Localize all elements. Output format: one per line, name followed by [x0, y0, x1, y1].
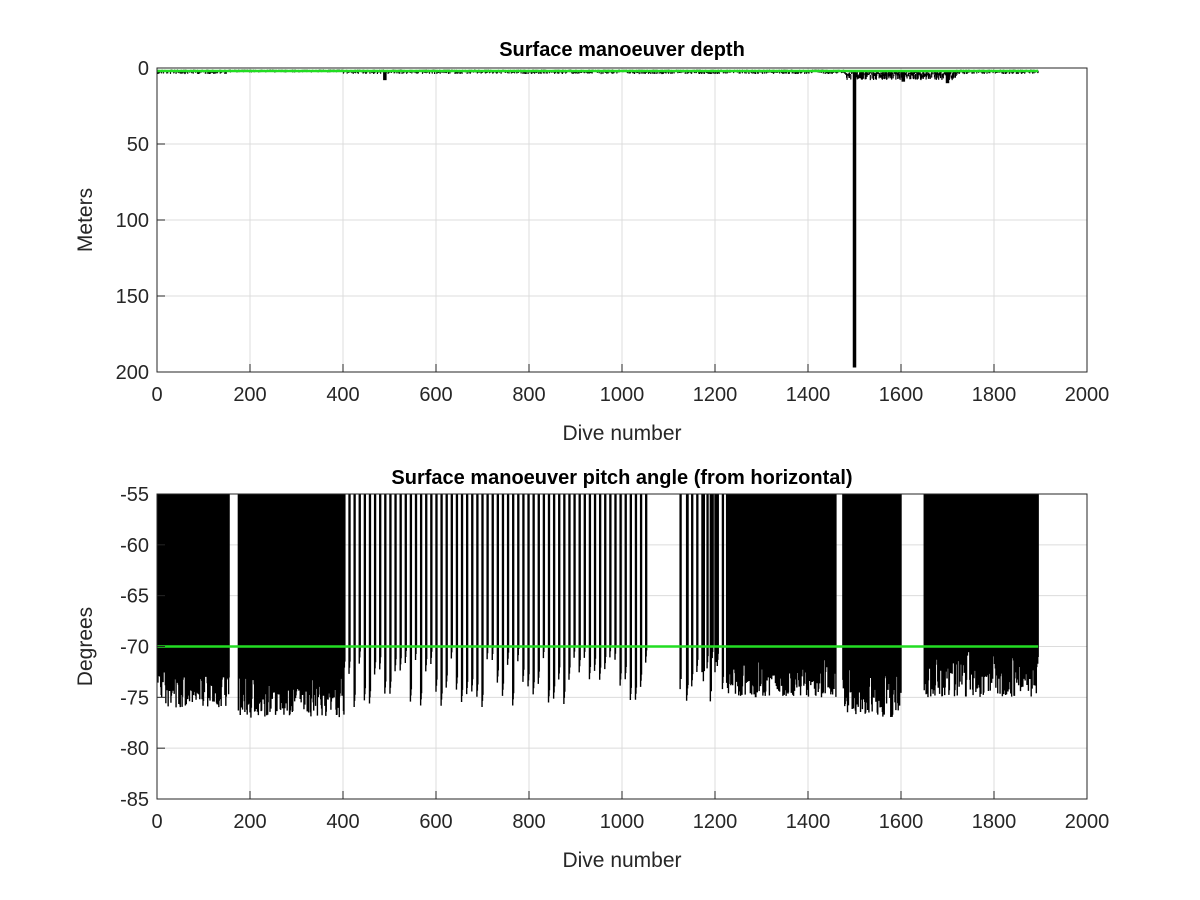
x-tick-label: 1000 [600, 384, 645, 406]
x-tick-label: 200 [233, 384, 266, 406]
pitch-chart-y-axis-label: Degrees [74, 607, 97, 686]
pitch-chart-ticks: 0 200 400 600 800 1000 1200 1400 1600 1800 2000 -55… [120, 484, 1109, 833]
x-tick-label: 800 [512, 811, 545, 833]
depth-chart: 0 200 400 600 800 1000 1200 1400 1600 1800 2000050… [74, 39, 1109, 445]
x-tick-label: 200 [233, 811, 266, 833]
depth-chart-x-axis-label: Dive number [562, 422, 681, 445]
pitch-series-lines [157, 494, 1039, 718]
y-tick-label: -80 [120, 738, 149, 760]
x-tick-label: 0 [151, 811, 162, 833]
x-tick-label: 1200 [693, 811, 738, 833]
x-tick-label: 400 [326, 811, 359, 833]
depth-chart-title: Surface manoeuver depth [499, 39, 745, 61]
y-tick-label: -70 [120, 637, 149, 659]
pitch-chart-x-axis-label: Dive number [562, 849, 681, 872]
x-tick-label: 1000 [600, 811, 645, 833]
x-tick-label: 1800 [972, 811, 1017, 833]
depth-chart-y-axis-label: Meters [74, 188, 97, 252]
x-tick-label: 600 [419, 384, 452, 406]
y-tick-label: 150 [116, 286, 149, 308]
x-tick-label: 2000 [1065, 384, 1110, 406]
y-tick-label: -60 [120, 535, 149, 557]
x-tick-label: 1800 [972, 384, 1017, 406]
y-tick-label: -65 [120, 586, 149, 608]
depth-chart-ticks: 0 200 400 600 800 1000 1200 1400 1600 1800 2000050… [116, 58, 1110, 406]
y-tick-label: -75 [120, 687, 149, 709]
x-tick-label: 1400 [786, 811, 831, 833]
x-tick-label: 1400 [786, 384, 831, 406]
y-tick-label: 200 [116, 362, 149, 384]
x-tick-label: 1600 [879, 384, 924, 406]
x-tick-label: 1600 [879, 811, 924, 833]
x-tick-label: 1200 [693, 384, 738, 406]
pitch-chart: 0 200 400 600 800 1000 1200 1400 1600 1800 2000 -55… [74, 467, 1109, 872]
pitch-chart-title: Surface manoeuver pitch angle (from hori… [391, 467, 852, 489]
y-tick-label: 100 [116, 210, 149, 232]
x-tick-label: 2000 [1065, 811, 1110, 833]
x-tick-label: 0 [151, 384, 162, 406]
x-tick-label: 800 [512, 384, 545, 406]
x-tick-label: 400 [326, 384, 359, 406]
pitch-chart-marks [157, 494, 1039, 718]
depth-chart-marks [156, 69, 1039, 368]
x-tick-label: 600 [419, 811, 452, 833]
y-tick-label: -85 [120, 789, 149, 811]
y-tick-label: 50 [127, 134, 149, 156]
y-tick-label: 0 [138, 58, 149, 80]
y-tick-label: -55 [120, 484, 149, 506]
